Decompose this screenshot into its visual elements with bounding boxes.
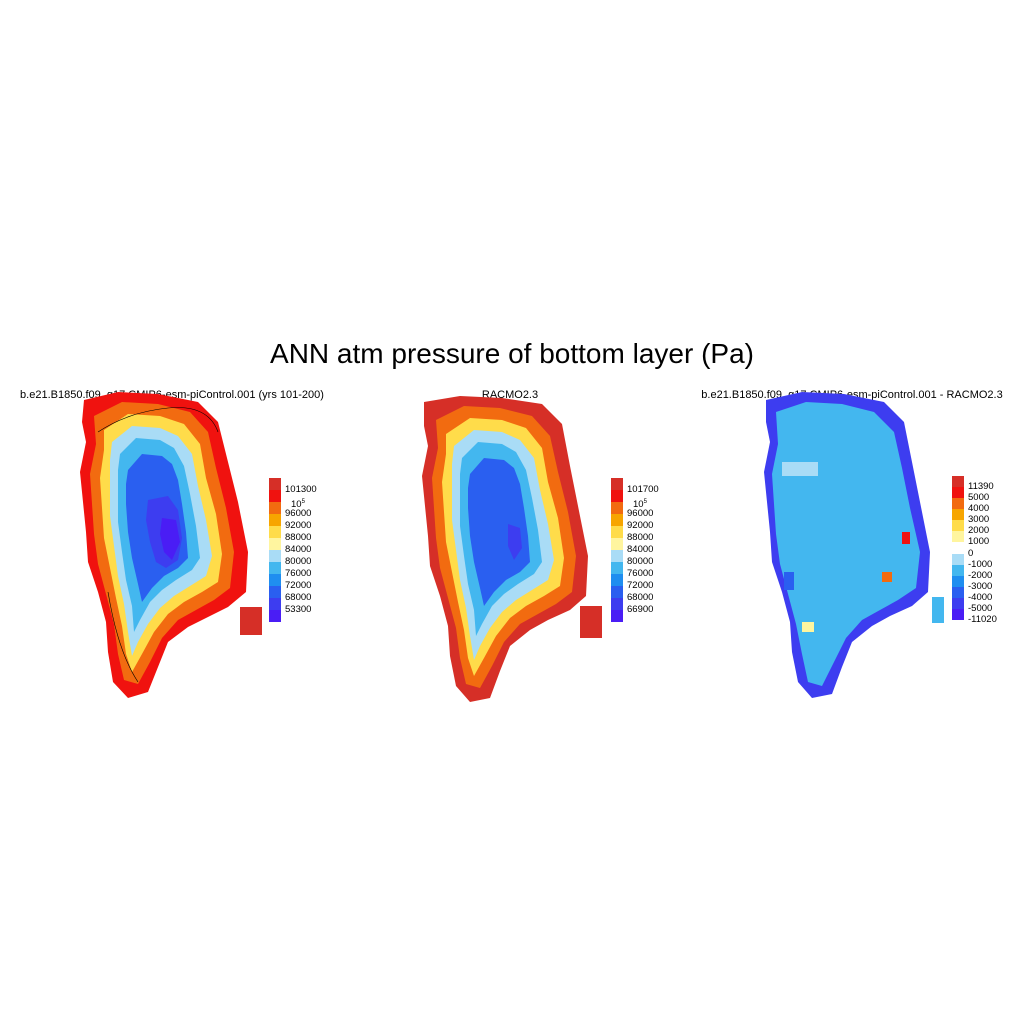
map-ice-sheet bbox=[80, 392, 262, 698]
colorbar-swatch bbox=[611, 526, 623, 538]
colorbar-label: 1000 bbox=[968, 536, 990, 548]
colorbar-swatch bbox=[611, 490, 623, 502]
colorbar-swatch bbox=[269, 562, 281, 574]
colorbar-label: 105 bbox=[291, 499, 305, 511]
colorbar-swatch bbox=[952, 531, 964, 543]
colorbar-label: 76000 bbox=[285, 568, 312, 579]
colorbar-swatch bbox=[952, 476, 964, 488]
colorbar-label: 66900 bbox=[627, 604, 654, 615]
colorbar-label: 76000 bbox=[627, 568, 654, 579]
colorbar-label: 4000 bbox=[968, 503, 990, 515]
panel-3-map bbox=[764, 392, 944, 698]
colorbar-label: 72000 bbox=[627, 580, 654, 591]
colorbar-label: 84000 bbox=[285, 544, 312, 555]
colorbar-label: -4000 bbox=[968, 591, 993, 603]
colorbar-label: 53300 bbox=[285, 604, 312, 615]
panel-1-colorbar: 101300 105 96000 92000 88000 84000 80000 76000 7… bbox=[269, 478, 369, 628]
panel-2-colorbar: 101700 105 96000 92000 88000 84000 80000 76000 7… bbox=[611, 478, 711, 628]
colorbar-label: 88000 bbox=[627, 532, 654, 543]
colorbar-label: -3000 bbox=[968, 580, 993, 592]
colorbar-swatch bbox=[952, 564, 964, 576]
panel-1-map bbox=[80, 392, 262, 698]
colorbar-swatch bbox=[611, 538, 623, 550]
map-ice-sheet bbox=[422, 396, 602, 702]
colorbar-label: -2000 bbox=[968, 569, 993, 581]
colorbar-swatch bbox=[269, 502, 281, 514]
colorbar-label: 96000 bbox=[627, 508, 654, 519]
colorbar-label: 3000 bbox=[968, 514, 990, 526]
colorbar-swatch bbox=[611, 562, 623, 574]
colorbar-swatch bbox=[611, 610, 623, 622]
colorbar-swatch bbox=[952, 608, 964, 620]
colorbar-label: 72000 bbox=[285, 580, 312, 591]
colorbar-swatch bbox=[952, 520, 964, 532]
panel-2-map bbox=[422, 396, 602, 702]
colorbar-swatch bbox=[611, 550, 623, 562]
colorbar-swatch bbox=[269, 550, 281, 562]
colorbar-swatch bbox=[611, 478, 623, 490]
colorbar-swatch bbox=[269, 526, 281, 538]
colorbar-swatch bbox=[269, 574, 281, 586]
colorbar-label: 96000 bbox=[285, 508, 312, 519]
colorbar-label: -1000 bbox=[968, 558, 993, 570]
colorbar-label: 80000 bbox=[285, 556, 312, 567]
colorbar-swatch bbox=[269, 586, 281, 598]
colorbar-label: 2000 bbox=[968, 525, 990, 537]
colorbar-swatch bbox=[952, 509, 964, 521]
colorbar-swatch bbox=[269, 478, 281, 490]
colorbar-label: 68000 bbox=[627, 592, 654, 603]
colorbar-swatch bbox=[611, 514, 623, 526]
colorbar-swatch bbox=[269, 598, 281, 610]
colorbar-swatch bbox=[611, 574, 623, 586]
colorbar-swatch bbox=[269, 538, 281, 550]
figure-title: ANN atm pressure of bottom layer (Pa) bbox=[270, 338, 754, 369]
colorbar-swatch bbox=[611, 502, 623, 514]
colorbar-swatch bbox=[952, 597, 964, 609]
colorbar-label: -5000 bbox=[968, 602, 993, 614]
colorbar-swatch bbox=[952, 487, 964, 499]
colorbar-swatch bbox=[611, 598, 623, 610]
colorbar-label: 101700 bbox=[627, 484, 659, 495]
colorbar-swatch bbox=[611, 586, 623, 598]
colorbar-label: 88000 bbox=[285, 532, 312, 543]
colorbar-label: -11020 bbox=[968, 614, 997, 625]
colorbar-swatch bbox=[952, 553, 964, 565]
colorbar-label: 105 bbox=[633, 499, 647, 511]
colorbar-label: 92000 bbox=[285, 520, 312, 531]
colorbar-label: 92000 bbox=[627, 520, 654, 531]
colorbar-label: 101300 bbox=[285, 484, 317, 495]
colorbar-swatch bbox=[952, 575, 964, 587]
colorbar-label: 0 bbox=[968, 547, 974, 559]
colorbar-label: 5000 bbox=[968, 492, 990, 504]
colorbar-swatch bbox=[269, 490, 281, 502]
colorbar-label: 84000 bbox=[627, 544, 654, 555]
colorbar-swatch bbox=[952, 498, 964, 510]
colorbar-label: 11390 bbox=[968, 481, 994, 493]
colorbar-swatch bbox=[952, 542, 964, 554]
colorbar-label: 80000 bbox=[627, 556, 654, 567]
colorbar-label: 68000 bbox=[285, 592, 312, 603]
colorbar-swatch bbox=[269, 610, 281, 622]
panel-3-colorbar: 11390 5000 4000 3000 2000 1000 0 -1000 -2000 -300… bbox=[952, 476, 1024, 626]
colorbar-swatch bbox=[269, 514, 281, 526]
map-ice-sheet bbox=[764, 392, 944, 698]
colorbar-swatch bbox=[952, 586, 964, 598]
